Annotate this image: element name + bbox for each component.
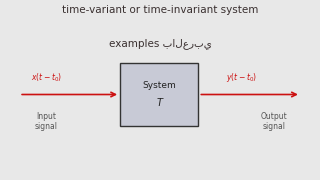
Text: Input
signal: Input signal — [35, 112, 58, 131]
Text: $x(t-t_0)$: $x(t-t_0)$ — [31, 71, 62, 84]
Text: time-variant or time-invariant system: time-variant or time-invariant system — [62, 5, 258, 15]
Text: Output
signal: Output signal — [260, 112, 287, 131]
Text: $y(t-t_0)$: $y(t-t_0)$ — [226, 71, 257, 84]
Text: System: System — [142, 81, 176, 90]
Text: T: T — [156, 98, 162, 109]
Text: examples بالعربي: examples بالعربي — [108, 38, 212, 49]
Bar — [120, 63, 198, 126]
